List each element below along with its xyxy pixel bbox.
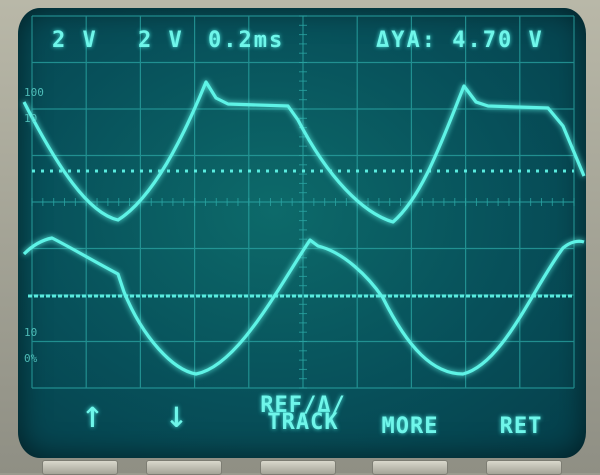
- timebase-readout: 0.2ms: [208, 28, 285, 53]
- marker-0-percent: 0%: [24, 352, 38, 365]
- cursor-delta-readout: ΔYA: 4.70 V: [376, 28, 544, 53]
- softkey-down-arrow-icon[interactable]: ↓: [165, 392, 189, 436]
- ch2-scale-readout: 2 V: [138, 28, 184, 53]
- softkey-ref-label: REF/Δ/: [260, 393, 346, 418]
- hardware-softkey-buttons: [0, 458, 600, 475]
- softkey-up-arrow-icon[interactable]: ↑: [81, 392, 105, 436]
- softkey-ret[interactable]: RET: [499, 414, 543, 439]
- marker-100-top: 100: [24, 86, 44, 99]
- ch2-waveform-trace: [22, 236, 585, 376]
- marker-10-bottom: 10: [24, 326, 38, 339]
- softkey-track-label: TRACK: [267, 410, 339, 435]
- graticule-and-traces: [22, 15, 586, 389]
- marker-10-top: 10: [24, 112, 38, 125]
- ch1-waveform-trace: [22, 80, 586, 224]
- oscilloscope-screen: 100 10 10 0% 2 V 2 V 0.2ms ΔYA: 4.70 V ↑…: [18, 8, 586, 458]
- softkey-more[interactable]: MORE: [381, 414, 439, 439]
- softkey-ref-track[interactable]: REF/Δ/ TRACK: [248, 393, 358, 435]
- ch1-scale-readout: 2 V: [52, 28, 98, 53]
- graticule-center-ticks: [31, 15, 575, 389]
